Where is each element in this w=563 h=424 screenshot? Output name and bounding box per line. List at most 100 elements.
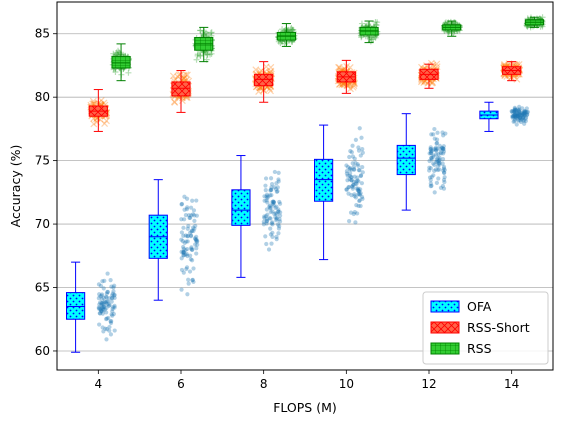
rss-sample-point (200, 32, 207, 39)
rss-sample-point (451, 19, 458, 26)
ofa-sample-point (189, 247, 195, 252)
rss-short-sample-point (338, 81, 346, 89)
ofa-sample-point (263, 188, 268, 193)
ofa-sample-point (98, 283, 104, 289)
rss-sample-point (287, 26, 294, 33)
ofa-sample-point (519, 116, 525, 121)
ofa-sample-point (429, 157, 434, 162)
ofa-sample-point (186, 277, 191, 282)
ofa-sample-point (351, 182, 356, 188)
rss-sample-point (197, 27, 204, 34)
ofa-sample-point (264, 207, 269, 212)
ofa-sample-point (110, 313, 115, 318)
ofa-sample-point (357, 168, 362, 173)
y-tick-label: 65 (35, 281, 50, 295)
ofa-sample-point (346, 185, 351, 190)
ofa-sample-point (344, 187, 349, 192)
ofa-sample-point (97, 311, 102, 316)
rss-sample-point (370, 36, 377, 43)
ofa-sample-point (105, 271, 110, 276)
ofa-sample-point (435, 146, 440, 151)
ofa-sample-point (101, 300, 106, 305)
ofa-sample-point (185, 239, 190, 244)
ofa-sample-point (349, 174, 354, 180)
ofa-sample-point (194, 239, 199, 244)
ofa-sample-point (512, 113, 517, 118)
ofa-sample-point (429, 155, 434, 161)
ofa-sample-point (347, 173, 352, 178)
ofa-sample-point (263, 214, 269, 219)
ofa-sample-point (513, 111, 518, 117)
ofa-sample-point (517, 104, 522, 109)
ofa-sample-point (269, 185, 274, 190)
box-ofa-14 (479, 101, 499, 132)
ofa-sample-point (106, 303, 112, 309)
ofa-sample-point (428, 181, 433, 186)
ofa-sample-point (360, 170, 365, 175)
ofa-sample-point (104, 316, 109, 321)
rss-short-sample-point (349, 83, 357, 91)
ofa-sample-point (523, 118, 528, 124)
ofa-sample-point (433, 145, 439, 150)
ofa-sample-point (516, 110, 522, 115)
ofa-sample-point (358, 187, 363, 192)
rss-sample-point (194, 51, 201, 58)
ofa-sample-point (98, 307, 103, 312)
ofa-sample-point (352, 194, 357, 199)
ofa-sample-point (270, 209, 275, 214)
ofa-sample-point (98, 294, 103, 299)
ofa-sample-point (195, 242, 200, 247)
ofa-sample-point (520, 112, 525, 117)
ofa-sample-point (96, 296, 101, 301)
rss-sample-point (115, 47, 122, 54)
ofa-sample-point (184, 196, 190, 201)
rss-short-sample-point (346, 81, 353, 89)
rss-sample-point (194, 52, 201, 59)
ofa-sample-point (358, 173, 364, 178)
rss-short-sample-point (513, 75, 521, 83)
ofa-sample-point (442, 170, 447, 176)
ofa-sample-point (263, 183, 268, 188)
box-rss-short-6 (171, 70, 191, 113)
ofa-sample-point (104, 302, 109, 307)
ofa-sample-point (181, 250, 186, 255)
ofa-sample-point (523, 115, 529, 120)
ofa-sample-point (360, 147, 365, 152)
ofa-sample-point (441, 144, 446, 149)
ofa-sample-point (181, 250, 186, 255)
ofa-sample-point (427, 165, 432, 170)
rss-short-sample-point (262, 63, 270, 71)
rss-short-sample-point (184, 71, 191, 79)
ofa-sample-point (431, 132, 436, 137)
ofa-sample-point (275, 185, 280, 190)
ofa-sample-point (429, 155, 434, 161)
ofa-sample-point (270, 222, 275, 227)
rss-short-sample-point (182, 71, 190, 79)
ofa-sample-point (271, 203, 276, 208)
ofa-sample-point (521, 111, 526, 116)
ofa-sample-point (190, 277, 195, 282)
ofa-sample-point (524, 109, 529, 114)
ofa-sample-point (351, 211, 356, 217)
ofa-sample-point (441, 170, 447, 175)
ofa-sample-point (271, 200, 277, 205)
ofa-sample-point (439, 151, 444, 156)
ofa-sample-point (272, 211, 277, 217)
ofa-sample-point (346, 191, 351, 196)
x-tick-label: 4 (95, 377, 103, 391)
ofa-sample-point (191, 228, 196, 234)
ofa-sample-point (270, 199, 275, 205)
ofa-sample-point (110, 295, 115, 300)
ofa-sample-point (512, 106, 518, 111)
ofa-sample-point (274, 212, 279, 217)
ofa-sample-point (431, 154, 436, 159)
ofa-sample-point (437, 157, 442, 162)
ofa-sample-point (344, 171, 350, 176)
ofa-sample-point (106, 315, 111, 321)
box-ofa-6 (148, 179, 168, 301)
ofa-sample-point (191, 279, 196, 285)
ofa-sample-point (429, 174, 434, 179)
rss-short-sample-point (171, 98, 179, 106)
ofa-sample-point (435, 163, 440, 169)
ofa-sample-point (357, 189, 362, 194)
